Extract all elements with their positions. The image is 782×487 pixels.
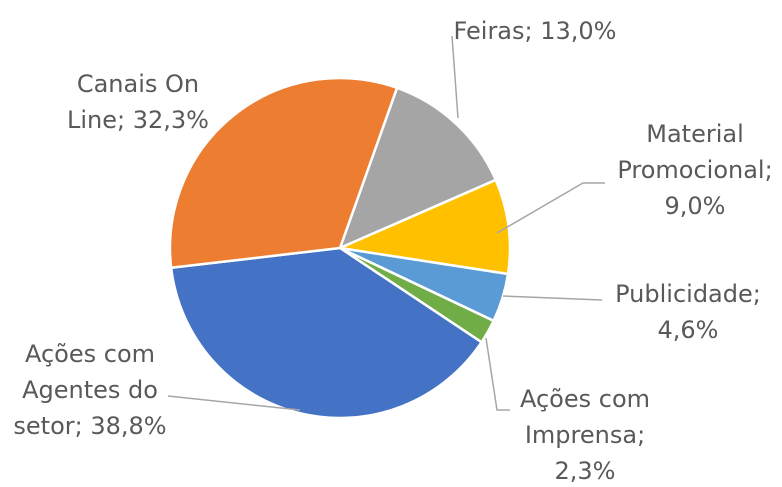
leader-line bbox=[451, 35, 459, 119]
data-label: 9,0% bbox=[665, 192, 726, 220]
leader-line bbox=[485, 337, 510, 411]
data-label: Ações com bbox=[25, 340, 155, 368]
data-label: Feiras; 13,0% bbox=[454, 17, 617, 45]
data-label: Publicidade; bbox=[615, 280, 761, 308]
data-label: Promocional; bbox=[617, 156, 772, 184]
data-label: Imprensa; bbox=[525, 421, 645, 449]
leader-line bbox=[496, 182, 605, 234]
data-label: setor; 38,8% bbox=[13, 412, 166, 440]
data-label: Line; 32,3% bbox=[67, 106, 209, 134]
data-label: 2,3% bbox=[555, 457, 616, 485]
data-label: Canais On bbox=[77, 70, 199, 98]
leader-line bbox=[167, 395, 301, 411]
data-label: Ações com bbox=[520, 385, 650, 413]
data-label: Material bbox=[646, 120, 744, 148]
pie-slice bbox=[337, 86, 498, 251]
data-label: Agentes do bbox=[22, 376, 158, 404]
pie-slice bbox=[168, 76, 399, 270]
leader-line bbox=[502, 295, 603, 301]
pie-slice bbox=[169, 246, 484, 420]
data-label: 4,6% bbox=[658, 316, 719, 344]
